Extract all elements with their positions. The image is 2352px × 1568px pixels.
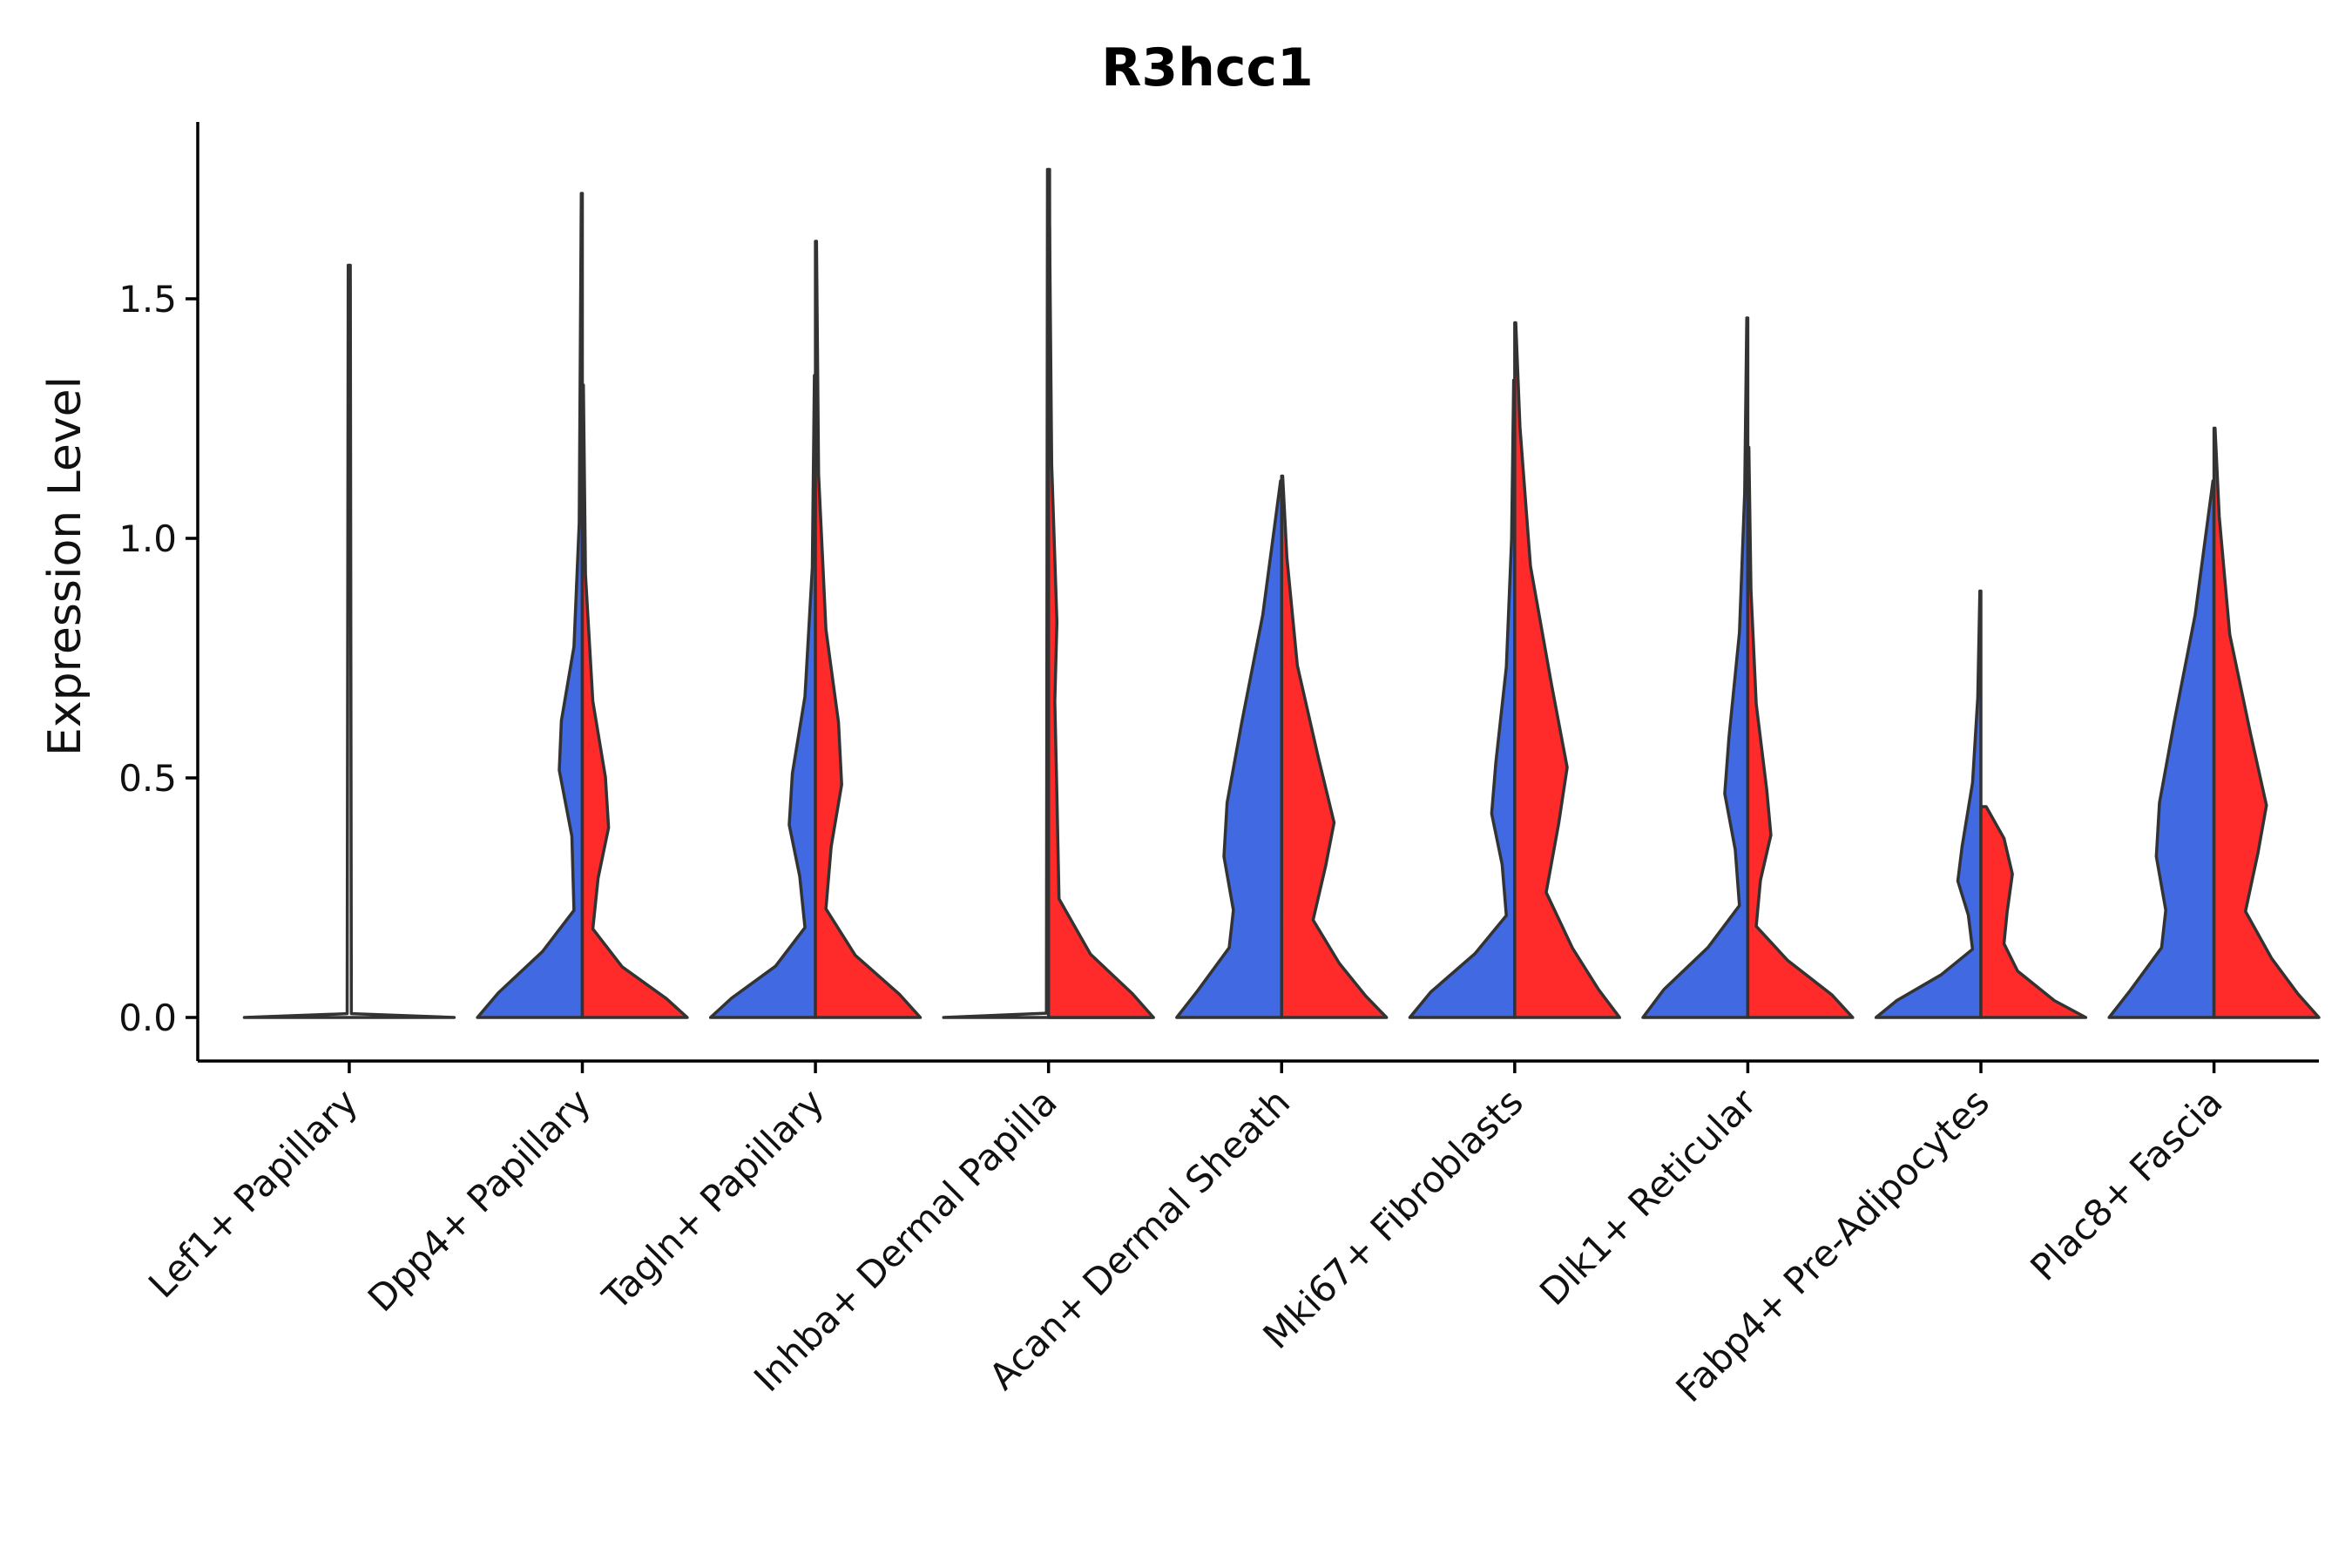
violin-shape (242, 263, 456, 1019)
x-tick-label: Dpp4+ Papillary (360, 1080, 599, 1320)
y-tick-label: 1.0 (118, 517, 177, 560)
violin-shape (476, 192, 585, 1019)
chart-title: R3hcc1 (1101, 37, 1314, 98)
violin-shape (1513, 321, 1621, 1019)
y-ticks: 0.0 0.5 1.0 1.5 (118, 278, 198, 1039)
violin-shape (1874, 589, 1983, 1019)
axes (196, 122, 2319, 1063)
violin-shape (1408, 378, 1517, 1019)
y-axis-label: Expression Level (39, 376, 91, 756)
violin-shape (580, 383, 689, 1019)
violin-shape (1175, 479, 1284, 1019)
x-tick-label: Plac8+ Fascia (2022, 1080, 2230, 1288)
violin-shape (708, 374, 817, 1019)
violin-shape (1280, 474, 1389, 1019)
violin-shape (1046, 225, 1155, 1019)
violin-shape (2107, 479, 2216, 1019)
violin-shape (814, 240, 923, 1019)
violin-shape (1746, 445, 1855, 1019)
x-tick-label: Dlk1+ Reticular (1531, 1080, 1765, 1314)
x-tick-label: Lef1+ Papillary (140, 1080, 366, 1306)
violin-shape (1641, 316, 1750, 1019)
x-tick-label: Mki67+ Fibroblasts (1254, 1080, 1531, 1356)
violin-layer (242, 167, 2321, 1019)
x-tick-label: Tagln+ Papillary (594, 1080, 832, 1318)
violin-shape (1979, 805, 2088, 1019)
violin-shape (2212, 426, 2321, 1019)
y-tick-label: 1.5 (118, 278, 177, 321)
y-tick-label: 0.5 (118, 757, 177, 800)
y-tick-label: 0.0 (118, 997, 177, 1039)
